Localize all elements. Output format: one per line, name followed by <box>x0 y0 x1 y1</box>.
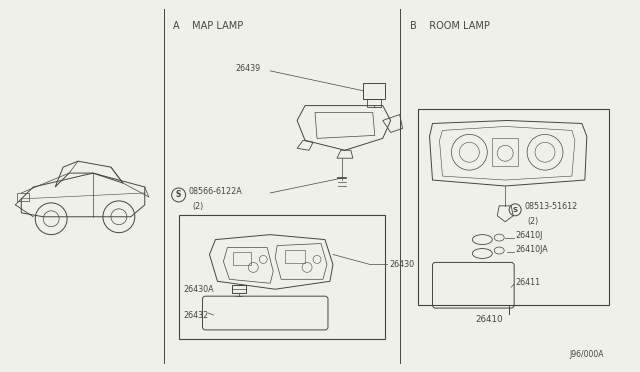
Text: 26430: 26430 <box>390 260 415 269</box>
Text: 26410: 26410 <box>476 315 503 324</box>
Bar <box>179 215 385 339</box>
Bar <box>285 250 305 263</box>
Bar <box>417 109 609 305</box>
Bar <box>234 251 252 265</box>
Bar <box>17 193 29 201</box>
Text: J96/000A: J96/000A <box>569 350 604 359</box>
Text: 26439: 26439 <box>236 64 260 73</box>
Bar <box>492 138 518 166</box>
Text: (2): (2) <box>193 202 204 211</box>
Text: A    MAP LAMP: A MAP LAMP <box>173 21 243 31</box>
Text: 08566-6122A: 08566-6122A <box>189 187 243 196</box>
Text: 26430A: 26430A <box>184 285 214 294</box>
Bar <box>232 285 246 293</box>
Text: (2): (2) <box>527 217 538 226</box>
Text: B    ROOM LAMP: B ROOM LAMP <box>410 21 490 31</box>
Text: 26411: 26411 <box>515 278 540 287</box>
Text: 08513-51612: 08513-51612 <box>524 202 577 211</box>
Bar <box>363 83 385 99</box>
Bar <box>367 99 381 107</box>
Text: 26410J: 26410J <box>515 231 543 240</box>
Text: 26432: 26432 <box>184 311 209 320</box>
Text: S: S <box>513 207 518 213</box>
Text: 26410JA: 26410JA <box>515 245 548 254</box>
Text: S: S <box>176 190 181 199</box>
